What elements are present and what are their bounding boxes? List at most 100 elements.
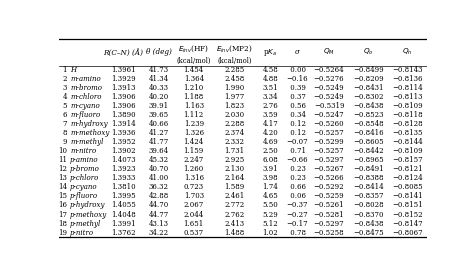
Text: −0.8438: −0.8438 xyxy=(353,102,383,111)
Text: m-cyano: m-cyano xyxy=(70,102,100,111)
Text: −0.5264: −0.5264 xyxy=(314,66,344,75)
Text: 2.030: 2.030 xyxy=(225,111,245,120)
Text: 36.32: 36.32 xyxy=(149,183,169,192)
Text: 1.977: 1.977 xyxy=(225,93,245,101)
Text: 44.70: 44.70 xyxy=(148,202,169,209)
Text: 40.33: 40.33 xyxy=(149,85,169,92)
Text: 6.08: 6.08 xyxy=(263,156,278,164)
Text: −0.8109: −0.8109 xyxy=(392,147,422,156)
Text: 43.13: 43.13 xyxy=(149,220,169,228)
Text: 4.20: 4.20 xyxy=(263,130,278,137)
Text: 5.29: 5.29 xyxy=(263,211,278,218)
Text: 1.3906: 1.3906 xyxy=(111,93,136,101)
Text: 0.66: 0.66 xyxy=(288,183,306,192)
Text: 17: 17 xyxy=(58,211,67,218)
Text: 10: 10 xyxy=(58,147,67,156)
Text: p-fluoro: p-fluoro xyxy=(70,192,98,201)
Text: 2.461: 2.461 xyxy=(225,192,245,201)
Text: −0.8302: −0.8302 xyxy=(353,93,383,101)
Text: −0.8965: −0.8965 xyxy=(353,156,383,164)
Text: 2.413: 2.413 xyxy=(225,220,245,228)
Text: 39.64: 39.64 xyxy=(148,147,169,156)
Text: −0.8113: −0.8113 xyxy=(392,93,422,101)
Text: −0.8475: −0.8475 xyxy=(353,228,383,237)
Text: 2.044: 2.044 xyxy=(183,211,204,218)
Text: 1.3762: 1.3762 xyxy=(111,228,136,237)
Text: p-methyl: p-methyl xyxy=(70,220,101,228)
Text: −0.5258: −0.5258 xyxy=(314,228,344,237)
Text: 1.990: 1.990 xyxy=(225,85,245,92)
Text: −0.8136: −0.8136 xyxy=(392,75,422,83)
Text: 1.3961: 1.3961 xyxy=(111,66,136,75)
Text: 0.723: 0.723 xyxy=(184,183,204,192)
Text: 9: 9 xyxy=(62,138,67,146)
Text: 1.3991: 1.3991 xyxy=(111,220,136,228)
Text: 1.3929: 1.3929 xyxy=(111,75,136,83)
Text: 0.78: 0.78 xyxy=(288,228,306,237)
Text: 2.130: 2.130 xyxy=(225,166,245,173)
Text: 41.00: 41.00 xyxy=(148,175,169,182)
Text: −0.5281: −0.5281 xyxy=(314,211,344,218)
Text: 4.58: 4.58 xyxy=(263,66,278,75)
Text: $Q_M$: $Q_M$ xyxy=(323,47,335,57)
Text: 1.454: 1.454 xyxy=(183,66,204,75)
Text: −0.5299: −0.5299 xyxy=(314,138,344,146)
Text: 45.32: 45.32 xyxy=(148,156,169,164)
Text: $Q_o$: $Q_o$ xyxy=(363,47,374,57)
Text: 1.3936: 1.3936 xyxy=(111,130,136,137)
Text: 0.00: 0.00 xyxy=(288,66,306,75)
Text: −0.8209: −0.8209 xyxy=(353,75,383,83)
Text: 0.12: 0.12 xyxy=(288,120,306,128)
Text: R(C–N) (Å): R(C–N) (Å) xyxy=(103,48,144,56)
Text: 1.3810: 1.3810 xyxy=(111,183,136,192)
Text: −0.07: −0.07 xyxy=(286,138,308,146)
Text: m-bromo: m-bromo xyxy=(70,85,102,92)
Text: 0.06: 0.06 xyxy=(288,192,306,201)
Text: 0.23: 0.23 xyxy=(288,166,306,173)
Text: −0.8357: −0.8357 xyxy=(353,192,383,201)
Text: 4.69: 4.69 xyxy=(263,138,278,146)
Text: −0.8152: −0.8152 xyxy=(392,211,422,218)
Text: −0.8109: −0.8109 xyxy=(392,102,422,111)
Text: 0.23: 0.23 xyxy=(288,175,306,182)
Text: −0.5292: −0.5292 xyxy=(314,183,344,192)
Text: p-cyano: p-cyano xyxy=(70,183,98,192)
Text: 1.3923: 1.3923 xyxy=(111,166,136,173)
Text: −0.8499: −0.8499 xyxy=(353,66,383,75)
Text: 0.71: 0.71 xyxy=(288,147,306,156)
Text: 1.3952: 1.3952 xyxy=(111,138,136,146)
Text: 19: 19 xyxy=(58,228,67,237)
Text: −0.8416: −0.8416 xyxy=(353,130,383,137)
Text: −0.5276: −0.5276 xyxy=(314,75,344,83)
Text: −0.8491: −0.8491 xyxy=(353,166,383,173)
Text: 1.316: 1.316 xyxy=(184,175,204,182)
Text: 1.488: 1.488 xyxy=(225,228,245,237)
Text: 0.37: 0.37 xyxy=(288,93,306,101)
Text: −0.8067: −0.8067 xyxy=(392,228,422,237)
Text: −0.8121: −0.8121 xyxy=(392,166,422,173)
Text: 2.247: 2.247 xyxy=(183,156,204,164)
Text: 1.74: 1.74 xyxy=(263,183,278,192)
Text: p-methoxy: p-methoxy xyxy=(70,211,107,218)
Text: 1.260: 1.260 xyxy=(183,166,204,173)
Text: 1.3933: 1.3933 xyxy=(111,175,136,182)
Text: 39.91: 39.91 xyxy=(148,102,169,111)
Text: −0.8118: −0.8118 xyxy=(392,111,422,120)
Text: −0.27: −0.27 xyxy=(286,211,308,218)
Text: 44.77: 44.77 xyxy=(148,211,169,218)
Text: 2.76: 2.76 xyxy=(263,102,278,111)
Text: −0.8143: −0.8143 xyxy=(392,66,422,75)
Text: 1: 1 xyxy=(62,66,67,75)
Text: −0.5260: −0.5260 xyxy=(314,120,344,128)
Text: 2.925: 2.925 xyxy=(225,156,245,164)
Text: −0.5257: −0.5257 xyxy=(314,147,344,156)
Text: 0.12: 0.12 xyxy=(288,130,306,137)
Text: 40.70: 40.70 xyxy=(148,166,169,173)
Text: −0.5297: −0.5297 xyxy=(314,156,344,164)
Text: 3.98: 3.98 xyxy=(263,175,278,182)
Text: 2.285: 2.285 xyxy=(225,66,245,75)
Text: −0.5261: −0.5261 xyxy=(314,202,344,209)
Text: 40.20: 40.20 xyxy=(148,93,169,101)
Text: −0.16: −0.16 xyxy=(286,75,308,83)
Text: −0.5266: −0.5266 xyxy=(314,175,344,182)
